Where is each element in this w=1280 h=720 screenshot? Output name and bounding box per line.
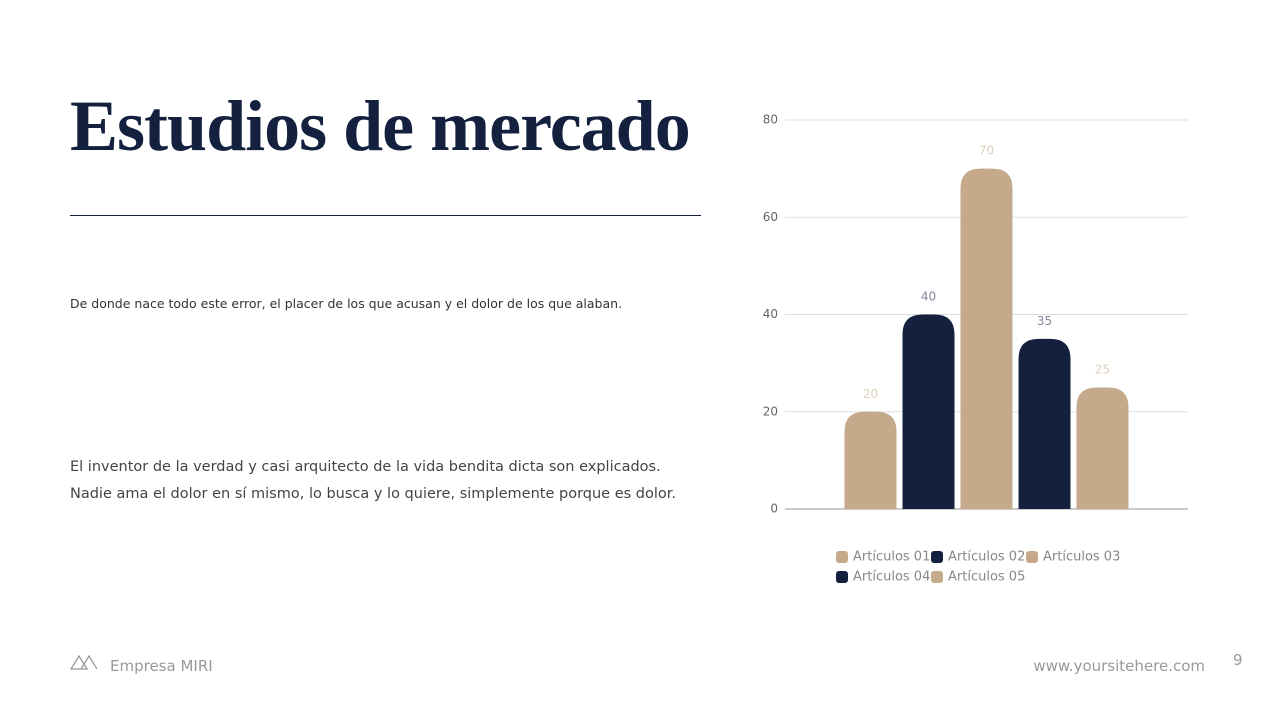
logo <box>69 654 98 670</box>
legend-swatch <box>836 571 848 583</box>
company: Empresa MIRI <box>110 657 213 675</box>
slide-title: Estudios de mercado <box>70 86 690 166</box>
data-label: 20 <box>863 387 878 401</box>
page-number: 9 <box>1233 651 1243 669</box>
legend-label: Artículos 01 <box>853 550 930 565</box>
body-line: Nadie ama el dolor en sí mismo, lo busca… <box>70 486 676 502</box>
legend-label: Artículos 03 <box>1043 550 1120 565</box>
bar <box>960 168 1013 509</box>
data-label: 35 <box>1037 314 1052 328</box>
y-tick-label: 20 <box>763 404 778 418</box>
data-label: 25 <box>1095 362 1110 376</box>
bar <box>844 411 897 509</box>
bar <box>902 314 955 509</box>
bar <box>1018 338 1071 509</box>
legend-label: Artículos 02 <box>948 550 1025 565</box>
legend-swatch <box>931 571 943 583</box>
y-tick-label: 40 <box>763 307 778 321</box>
legend-swatch <box>836 551 848 563</box>
y-tick-label: 0 <box>770 502 778 516</box>
data-label: 40 <box>921 290 936 304</box>
y-tick-label: 60 <box>763 210 778 224</box>
intro-text: De donde nace todo este error, el placer… <box>70 296 622 311</box>
legend-label: Artículos 05 <box>948 570 1025 585</box>
legend-swatch <box>1026 551 1038 563</box>
data-label: 70 <box>979 144 994 158</box>
legend-swatch <box>931 551 943 563</box>
y-tick-label: 80 <box>763 113 778 127</box>
website: www.yoursitehere.com <box>1033 657 1205 675</box>
body-line: El inventor de la verdad y casi arquitec… <box>70 459 661 475</box>
legend-label: Artículos 04 <box>853 570 930 585</box>
bar <box>1076 387 1129 509</box>
